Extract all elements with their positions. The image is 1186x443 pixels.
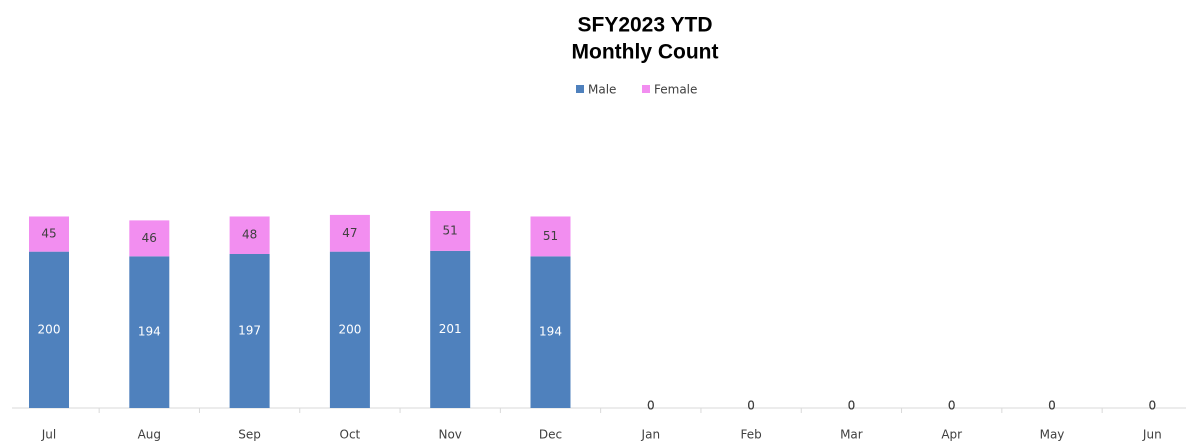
bar-segment (29, 251, 69, 408)
bar-segment (129, 256, 170, 408)
legend-label: Male (588, 83, 616, 97)
data-label: 0 (1148, 399, 1156, 413)
x-tick-label: May (1040, 428, 1065, 442)
data-label: 0 (848, 399, 856, 413)
x-tick-label: Apr (941, 428, 962, 442)
bar-segment (329, 251, 370, 408)
bar-segment (430, 211, 471, 251)
data-label: 194 (539, 325, 562, 339)
data-label: 0 (1048, 399, 1056, 413)
data-label: 0 (647, 399, 655, 413)
bar-segment (430, 250, 471, 408)
data-label: 197 (238, 323, 261, 337)
x-tick-label: Jul (41, 428, 56, 442)
legend-label: Female (654, 83, 697, 97)
x-tick-label: Oct (340, 428, 361, 442)
x-tick-label: Aug (138, 428, 161, 442)
legend-swatch (642, 85, 650, 93)
bar-segment (229, 253, 270, 408)
chart-title: Monthly Count (572, 41, 719, 64)
x-tick-label: Mar (840, 428, 863, 442)
data-label: 194 (138, 325, 161, 339)
bar-segment (129, 220, 170, 257)
data-label: 0 (848, 399, 856, 413)
data-label: 45 (41, 227, 56, 241)
bar-segment (29, 216, 69, 252)
data-label: 0 (1148, 399, 1156, 413)
bar-segment (530, 216, 571, 257)
data-label: 0 (948, 399, 956, 413)
data-label: 200 (338, 322, 361, 336)
data-label: 51 (443, 223, 458, 237)
bar-segment (329, 214, 370, 252)
data-label: 201 (439, 322, 462, 336)
x-tick-label: Jan (641, 428, 661, 442)
x-tick-label: Feb (740, 428, 761, 442)
data-label: 0 (647, 399, 655, 413)
bar-segment (229, 216, 270, 254)
data-label: 47 (342, 226, 357, 240)
data-label: 200 (38, 322, 61, 336)
data-label: 0 (747, 399, 755, 413)
data-label: 46 (142, 231, 157, 245)
chart-title: SFY2023 YTD (577, 14, 712, 37)
x-tick-label: Nov (438, 428, 461, 442)
x-tick-label: Sep (238, 428, 261, 442)
legend-swatch (576, 85, 584, 93)
data-label: 0 (1048, 399, 1056, 413)
x-tick-label: Jun (1142, 428, 1162, 442)
x-tick-label: Dec (539, 428, 562, 442)
data-label: 0 (948, 399, 956, 413)
data-label: 51 (543, 229, 558, 243)
data-label: 0 (747, 399, 755, 413)
bar-segment (530, 256, 571, 408)
data-label: 48 (242, 228, 257, 242)
